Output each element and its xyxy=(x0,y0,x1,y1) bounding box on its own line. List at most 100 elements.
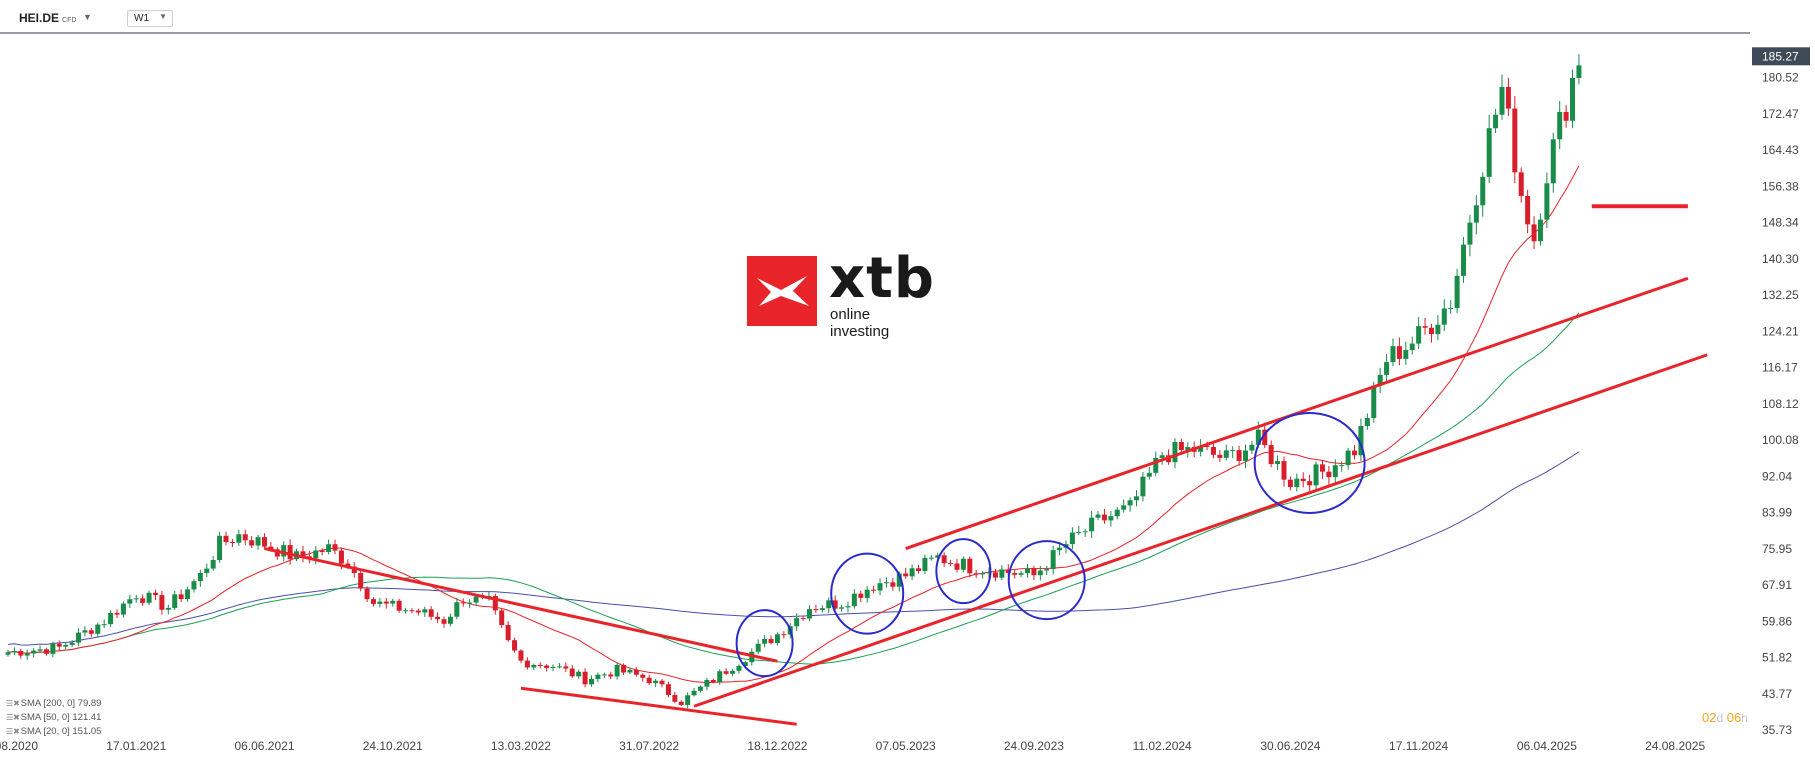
candle-body xyxy=(1409,343,1415,351)
x-tick-label: 06.04.2025 xyxy=(1517,739,1577,753)
candle-body xyxy=(1505,86,1511,109)
candle-body xyxy=(1332,465,1338,478)
legend-sma-50[interactable]: ☰✖ SMA [50, 0] 121.41 xyxy=(6,711,101,725)
sma-50-line xyxy=(7,312,1580,665)
x-tick-label: 24.08.2025 xyxy=(1645,739,1705,753)
highlight-circle[interactable] xyxy=(1007,540,1086,621)
candle-body xyxy=(152,592,158,596)
candle-body xyxy=(582,671,588,685)
y-tick-label: 156.38 xyxy=(1762,179,1799,193)
candle-body xyxy=(1230,450,1236,452)
candle-body xyxy=(518,650,524,661)
highlight-circle[interactable] xyxy=(830,552,905,635)
candle-body xyxy=(120,603,126,615)
candle-body xyxy=(1262,429,1268,446)
candle-body xyxy=(1012,572,1018,575)
indicator-settings-icon[interactable]: ☰✖ xyxy=(6,727,20,736)
candle-body xyxy=(1461,244,1467,276)
candle-body xyxy=(531,664,537,668)
candle-body xyxy=(1204,445,1210,448)
indicator-settings-icon[interactable]: ☰✖ xyxy=(6,713,20,722)
x-tick-label: 30.06.2024 xyxy=(1260,739,1320,753)
symbol-selector[interactable]: HEI.DE CFD xyxy=(19,11,76,25)
candle-body xyxy=(409,610,415,612)
candle-body xyxy=(826,600,832,609)
candle-body xyxy=(992,572,998,578)
timeframe-value: W1 xyxy=(134,13,149,24)
candle-body xyxy=(422,609,428,613)
candle-body xyxy=(1441,308,1447,325)
candle-body xyxy=(1108,516,1114,521)
symbol-label: HEI.DE xyxy=(19,11,60,25)
candle-body xyxy=(1371,385,1377,418)
candle-body xyxy=(1076,531,1082,533)
candle-body xyxy=(717,671,723,683)
downtrend-lower-line[interactable] xyxy=(520,686,797,726)
candle-body xyxy=(858,593,864,598)
legend-sma-20[interactable]: ☰✖ SMA [20, 0] 151.05 xyxy=(6,725,101,739)
candle-body xyxy=(980,573,986,575)
candle-body xyxy=(492,596,498,611)
candle-body xyxy=(896,573,902,587)
indicator-settings-icon[interactable]: ☰✖ xyxy=(6,699,20,708)
candle-body xyxy=(845,606,851,608)
candle-body xyxy=(1326,471,1332,478)
highlight-circle[interactable] xyxy=(935,538,992,605)
candle-body xyxy=(1550,139,1556,184)
highlight-circle[interactable] xyxy=(735,609,794,678)
candle-body xyxy=(338,550,344,564)
candle-body xyxy=(447,616,453,624)
legend-sma-200-label: SMA [200, 0] 79.89 xyxy=(20,698,102,709)
y-tick-label: 140.30 xyxy=(1762,252,1799,266)
candle-body xyxy=(326,544,332,553)
candle-body xyxy=(960,558,966,570)
y-tick-label: 59.86 xyxy=(1762,614,1792,628)
candle-body xyxy=(197,572,203,582)
x-tick-label: 07.05.2023 xyxy=(876,739,936,753)
candle-body xyxy=(1319,464,1325,472)
legend-sma-200[interactable]: ☰✖ SMA [200, 0] 79.89 xyxy=(6,697,101,711)
candle-body xyxy=(505,625,511,641)
candle-body xyxy=(653,680,659,684)
candle-body xyxy=(922,557,928,571)
x-tick-label: 06.06.2021 xyxy=(234,739,294,753)
candle-body xyxy=(877,583,883,591)
candle-body xyxy=(1005,569,1011,573)
symbol-dropdown-icon[interactable]: ▼ xyxy=(83,12,92,22)
y-tick-label: 164.43 xyxy=(1762,143,1799,157)
candle-body xyxy=(69,642,75,645)
candle-body xyxy=(762,639,768,644)
candle-body xyxy=(1249,444,1255,451)
candle-body xyxy=(1531,224,1537,242)
timeframe-select[interactable]: W1 ▼ xyxy=(127,10,173,27)
candle-body xyxy=(704,679,710,687)
x-tick-label: 24.10.2021 xyxy=(363,739,423,753)
candle-body xyxy=(672,695,678,702)
downtrend-upper-line[interactable] xyxy=(264,547,778,663)
candle-body xyxy=(1198,445,1204,452)
candle-body xyxy=(800,618,806,620)
candle-body xyxy=(1178,442,1184,451)
candle-body xyxy=(24,653,30,656)
legend-sma-50-label: SMA [50, 0] 121.41 xyxy=(20,712,102,723)
candle-body xyxy=(1300,478,1306,482)
xtb-tagline: online investing xyxy=(830,306,890,340)
candle-body xyxy=(1018,573,1024,575)
candle-body xyxy=(358,573,364,589)
candle-body xyxy=(928,557,934,559)
uptrend-lower-line[interactable] xyxy=(693,353,1708,708)
candle-body xyxy=(973,573,979,575)
candle-body xyxy=(512,640,518,651)
candle-body xyxy=(370,599,376,604)
candle-body xyxy=(1428,327,1434,334)
highlight-circle[interactable] xyxy=(1253,411,1366,514)
candle-body xyxy=(556,666,562,668)
candle-body xyxy=(1345,450,1351,466)
legend-sma-20-label: SMA [20, 0] 151.05 xyxy=(20,726,102,737)
candle-body xyxy=(236,534,242,543)
candle-body xyxy=(614,664,620,677)
candle-body xyxy=(185,589,191,600)
candle-body xyxy=(101,624,107,626)
candle-body xyxy=(1525,195,1531,225)
